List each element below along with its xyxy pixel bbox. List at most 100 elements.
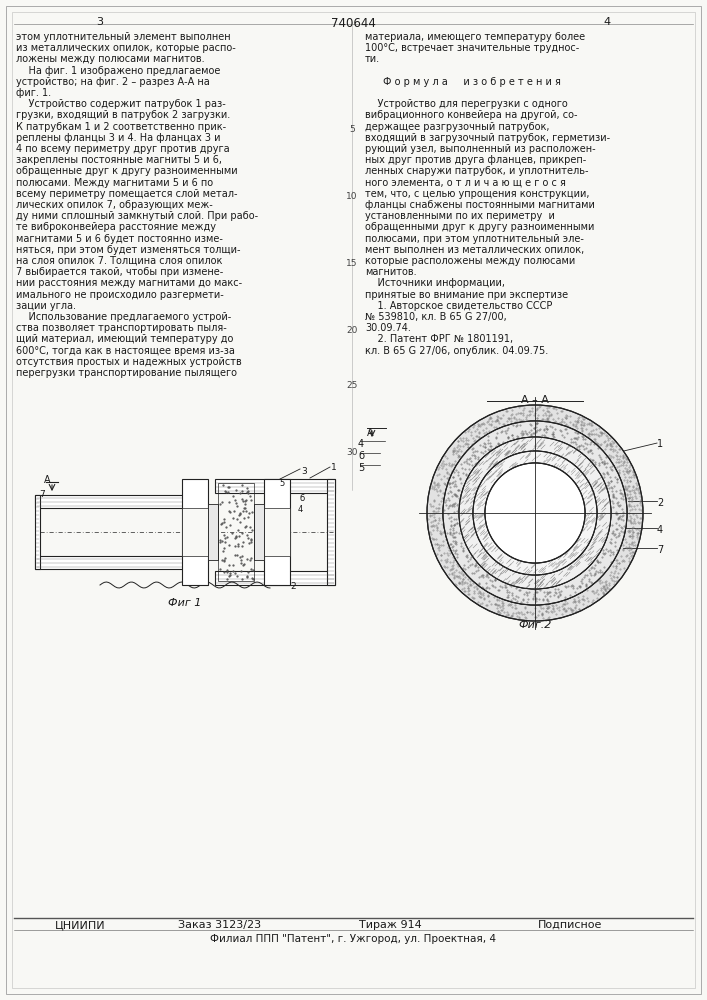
Text: 1: 1 bbox=[331, 463, 337, 472]
Text: рующий узел, выполненный из расположен-: рующий узел, выполненный из расположен- bbox=[365, 144, 595, 154]
Text: 4: 4 bbox=[657, 525, 663, 535]
Text: обращенными друг к другу разноименными: обращенными друг к другу разноименными bbox=[365, 222, 595, 232]
Text: входящий в загрузочный патрубок, герметизи-: входящий в загрузочный патрубок, гермети… bbox=[365, 133, 610, 143]
Text: Фиг 1: Фиг 1 bbox=[168, 598, 201, 608]
Text: 5: 5 bbox=[349, 125, 355, 134]
Text: 5: 5 bbox=[358, 463, 364, 473]
Text: Заказ 3123/23: Заказ 3123/23 bbox=[178, 920, 262, 930]
Text: ства позволяет транспортировать пыля-: ства позволяет транспортировать пыля- bbox=[16, 323, 227, 333]
Text: К патрубкам 1 и 2 соответственно прик-: К патрубкам 1 и 2 соответственно прик- bbox=[16, 122, 226, 132]
Bar bbox=[254, 504, 264, 560]
Text: имального не происходило разгермети-: имального не происходило разгермети- bbox=[16, 290, 223, 300]
Text: этом уплотнительный элемент выполнен: этом уплотнительный элемент выполнен bbox=[16, 32, 230, 42]
Text: ленных снаружи патрубок, и уплотнитель-: ленных снаружи патрубок, и уплотнитель- bbox=[365, 166, 588, 176]
Text: 15: 15 bbox=[346, 259, 358, 268]
Bar bbox=[327, 479, 335, 585]
Text: A: A bbox=[44, 475, 51, 485]
Text: ного элемента, о т л и ч а ю щ е г о с я: ного элемента, о т л и ч а ю щ е г о с я bbox=[365, 178, 566, 188]
Text: няться, при этом будет изменяться толщи-: няться, при этом будет изменяться толщи- bbox=[16, 245, 240, 255]
Text: магнитов.: магнитов. bbox=[365, 267, 416, 277]
Bar bbox=[182, 508, 208, 556]
Text: Источники информации,: Источники информации, bbox=[365, 278, 505, 288]
Text: 3: 3 bbox=[96, 17, 103, 27]
Text: всему периметру помещается слой метал-: всему периметру помещается слой метал- bbox=[16, 189, 238, 199]
Bar bbox=[215, 479, 335, 493]
Text: нии расстояния между магнитами до макс-: нии расстояния между магнитами до макс- bbox=[16, 278, 242, 288]
Text: Подписное: Подписное bbox=[538, 920, 602, 930]
Text: реплены фланцы 3 и 4. На фланцах 3 и: реплены фланцы 3 и 4. На фланцах 3 и bbox=[16, 133, 221, 143]
Text: отсутствия простых и надежных устройств: отсутствия простых и надежных устройств bbox=[16, 357, 242, 367]
Text: из металлических опилок, которые распо-: из металлических опилок, которые распо- bbox=[16, 43, 235, 53]
Text: 2. Патент ФРГ № 1801191,: 2. Патент ФРГ № 1801191, bbox=[365, 334, 513, 344]
Text: устройство; на фиг. 2 – разрез А-А на: устройство; на фиг. 2 – разрез А-А на bbox=[16, 77, 210, 87]
Text: 4: 4 bbox=[604, 17, 611, 27]
Text: ЦНИИПИ: ЦНИИПИ bbox=[54, 920, 105, 930]
Text: Устройство для перегрузки с одного: Устройство для перегрузки с одного bbox=[365, 99, 568, 109]
Text: обращенные друг к другу разноименными: обращенные друг к другу разноименными bbox=[16, 166, 238, 176]
Text: 7: 7 bbox=[657, 545, 663, 555]
Bar bbox=[35, 495, 190, 508]
Text: 10: 10 bbox=[346, 192, 358, 201]
Text: принятые во внимание при экспертизе: принятые во внимание при экспертизе bbox=[365, 290, 568, 300]
Text: б: б bbox=[300, 494, 305, 503]
Text: держащее разгрузочный патрубок,: держащее разгрузочный патрубок, bbox=[365, 122, 549, 132]
Bar bbox=[218, 483, 254, 581]
Text: 30: 30 bbox=[346, 448, 358, 457]
Text: кл. В 65 G 27/06, опублик. 04.09.75.: кл. В 65 G 27/06, опублик. 04.09.75. bbox=[365, 346, 548, 356]
Text: 600°C, тогда как в настоящее время из-за: 600°C, тогда как в настоящее время из-за bbox=[16, 346, 235, 356]
Text: щий материал, имеющий температуру до: щий материал, имеющий температуру до bbox=[16, 334, 233, 344]
Text: магнитами 5 и 6 будет постоянно изме-: магнитами 5 и 6 будет постоянно изме- bbox=[16, 234, 223, 244]
Text: Использование предлагаемого устрой-: Использование предлагаемого устрой- bbox=[16, 312, 231, 322]
Text: Ф о р м у л а     и з о б р е т е н и я: Ф о р м у л а и з о б р е т е н и я bbox=[383, 77, 561, 87]
Text: материала, имеющего температуру более: материала, имеющего температуру более bbox=[365, 32, 585, 42]
Text: № 539810, кл. В 65 G 27/00,: № 539810, кл. В 65 G 27/00, bbox=[365, 312, 507, 322]
Text: ных друг против друга фланцев, прикреп-: ных друг против друга фланцев, прикреп- bbox=[365, 155, 586, 165]
Text: 2: 2 bbox=[657, 498, 663, 508]
Text: 2: 2 bbox=[290, 582, 296, 591]
Text: ти.: ти. bbox=[365, 54, 380, 64]
Text: которые расположены между полюсами: которые расположены между полюсами bbox=[365, 256, 575, 266]
Bar bbox=[35, 495, 40, 569]
Text: N: N bbox=[255, 525, 260, 531]
Text: установленными по их периметру  и: установленными по их периметру и bbox=[365, 211, 555, 221]
Text: мент выполнен из металлических опилок,: мент выполнен из металлических опилок, bbox=[365, 245, 584, 255]
Text: Фиг.2: Фиг.2 bbox=[518, 620, 551, 630]
Text: На фиг. 1 изображено предлагаемое: На фиг. 1 изображено предлагаемое bbox=[16, 66, 221, 76]
Text: 4: 4 bbox=[358, 439, 364, 449]
Text: A: A bbox=[367, 428, 373, 438]
Text: 5: 5 bbox=[279, 479, 284, 488]
Text: ложены между полюсами магнитов.: ложены между полюсами магнитов. bbox=[16, 54, 204, 64]
Text: Тираж 914: Тираж 914 bbox=[358, 920, 421, 930]
Text: полюсами, при этом уплотнительный эле-: полюсами, при этом уплотнительный эле- bbox=[365, 234, 584, 244]
Text: лических опилок 7, образующих меж-: лических опилок 7, образующих меж- bbox=[16, 200, 213, 210]
Text: Устройство содержит патрубок 1 раз-: Устройство содержит патрубок 1 раз- bbox=[16, 99, 226, 109]
Text: фланцы снабжены постоянными магнитами: фланцы снабжены постоянными магнитами bbox=[365, 200, 595, 210]
Bar bbox=[208, 504, 218, 560]
Text: ду ними сплошный замкнутый слой. При рабо-: ду ними сплошный замкнутый слой. При раб… bbox=[16, 211, 258, 221]
Text: тем, что, с целью упрощения конструкции,: тем, что, с целью упрощения конструкции, bbox=[365, 189, 590, 199]
Bar bbox=[264, 479, 290, 585]
Text: перегрузки транспортирование пылящего: перегрузки транспортирование пылящего bbox=[16, 368, 237, 378]
Text: на слоя опилок 7. Толщина слоя опилок: на слоя опилок 7. Толщина слоя опилок bbox=[16, 256, 223, 266]
Text: 4 по всему периметру друг против друга: 4 по всему периметру друг против друга bbox=[16, 144, 230, 154]
Bar bbox=[264, 508, 290, 556]
Text: A – A: A – A bbox=[521, 395, 549, 405]
Text: N: N bbox=[258, 531, 264, 540]
Text: 1: 1 bbox=[657, 439, 663, 449]
Text: закреплены постоянные магниты 5 и 6,: закреплены постоянные магниты 5 и 6, bbox=[16, 155, 222, 165]
Text: Филиал ППП "Патент", г. Ужгород, ул. Проектная, 4: Филиал ППП "Патент", г. Ужгород, ул. Про… bbox=[210, 934, 496, 944]
Text: вибрационного конвейера на другой, со-: вибрационного конвейера на другой, со- bbox=[365, 110, 578, 120]
Text: 100°C, встречает значительные труднос-: 100°C, встречает значительные труднос- bbox=[365, 43, 579, 53]
Text: те виброконвейера расстояние между: те виброконвейера расстояние между bbox=[16, 222, 216, 232]
Text: 4: 4 bbox=[298, 505, 303, 514]
Circle shape bbox=[485, 463, 585, 563]
Text: 20: 20 bbox=[346, 326, 358, 335]
Text: полюсами. Между магнитами 5 и 6 по: полюсами. Между магнитами 5 и 6 по bbox=[16, 178, 213, 188]
Text: N: N bbox=[209, 525, 214, 531]
Text: 7 выбирается такой, чтобы при измене-: 7 выбирается такой, чтобы при измене- bbox=[16, 267, 223, 277]
Text: 30.09.74.: 30.09.74. bbox=[365, 323, 411, 333]
Bar bbox=[182, 479, 208, 585]
Text: 3: 3 bbox=[301, 467, 307, 476]
Text: грузки, входящий в патрубок 2 загрузки.: грузки, входящий в патрубок 2 загрузки. bbox=[16, 110, 230, 120]
Text: 1. Авторское свидетельство СССР: 1. Авторское свидетельство СССР bbox=[365, 301, 552, 311]
